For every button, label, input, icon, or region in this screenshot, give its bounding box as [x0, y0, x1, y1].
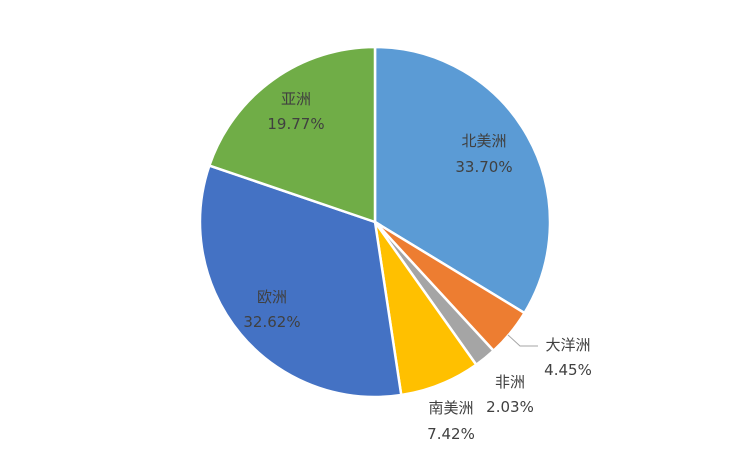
slice-percent-label-south-america: 7.42% — [427, 425, 475, 443]
slice-name-label-south-america: 南美洲 — [428, 399, 473, 417]
leader-line-oceania — [507, 334, 538, 347]
slice-name-label-oceania: 大洋洲 — [545, 336, 590, 354]
leaders-layer — [507, 334, 538, 347]
slice-percent-label-europe: 32.62% — [243, 313, 300, 331]
pie-slice-north-america — [373, 45, 552, 315]
slice-name-label-asia: 亚洲 — [281, 90, 311, 108]
labels-layer: 北美洲 33.70% 大洋洲 4.45% 非洲 2.03% 南美洲 7.42% 欧洲 32.62%… — [243, 90, 591, 443]
pie-slice-asia — [207, 45, 377, 224]
slice-name-label-north-america: 北美洲 — [461, 132, 506, 150]
pie-slice-europe — [198, 163, 403, 399]
slice-percent-label-africa: 2.03% — [486, 398, 534, 416]
slice-percent-label-asia: 19.77% — [267, 115, 324, 133]
slice-name-label-europe: 欧洲 — [257, 288, 287, 306]
slices-layer — [198, 45, 552, 399]
slice-percent-label-north-america: 33.70% — [455, 158, 512, 176]
slice-percent-label-oceania: 4.45% — [544, 361, 592, 379]
slice-name-label-africa: 非洲 — [495, 373, 525, 391]
